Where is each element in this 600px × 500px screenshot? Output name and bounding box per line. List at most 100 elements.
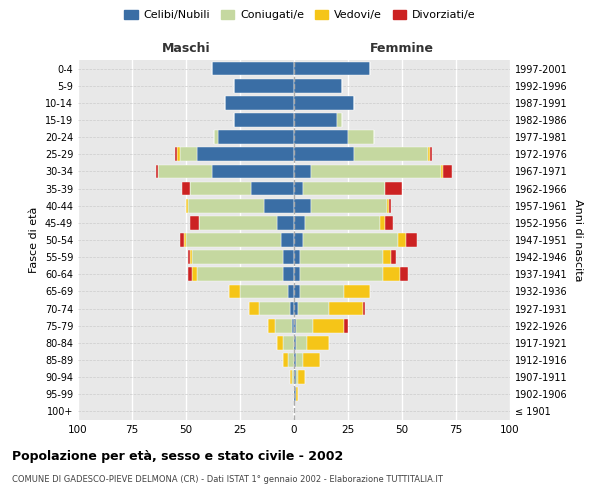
- Bar: [233, 79, 294, 92]
- Bar: [302, 233, 398, 247]
- Bar: [188, 199, 264, 212]
- Bar: [301, 250, 383, 264]
- Bar: [283, 353, 287, 367]
- Bar: [186, 233, 281, 247]
- Bar: [292, 319, 294, 332]
- Bar: [179, 148, 197, 161]
- Bar: [337, 113, 341, 127]
- Bar: [313, 319, 344, 332]
- Text: Maschi: Maschi: [161, 42, 211, 55]
- Bar: [292, 370, 294, 384]
- Bar: [156, 164, 158, 178]
- Bar: [158, 164, 212, 178]
- Bar: [259, 302, 290, 316]
- Bar: [197, 148, 294, 161]
- Bar: [287, 284, 294, 298]
- Bar: [329, 302, 363, 316]
- Bar: [193, 250, 283, 264]
- Bar: [225, 96, 294, 110]
- Y-axis label: Fasce di età: Fasce di età: [29, 207, 39, 273]
- Text: COMUNE DI GADESCO-PIEVE DELMONA (CR) - Dati ISTAT 1° gennaio 2002 - Elaborazione: COMUNE DI GADESCO-PIEVE DELMONA (CR) - D…: [12, 475, 443, 484]
- Bar: [298, 370, 305, 384]
- Bar: [283, 268, 294, 281]
- Bar: [430, 148, 432, 161]
- Bar: [294, 370, 296, 384]
- Bar: [387, 199, 389, 212]
- Bar: [294, 130, 348, 144]
- Bar: [233, 113, 294, 127]
- Bar: [294, 268, 301, 281]
- Bar: [277, 216, 294, 230]
- Bar: [190, 182, 251, 196]
- Bar: [443, 164, 452, 178]
- Bar: [268, 319, 275, 332]
- Bar: [385, 216, 394, 230]
- Bar: [277, 336, 283, 349]
- Bar: [294, 148, 355, 161]
- Bar: [294, 353, 296, 367]
- Bar: [391, 250, 395, 264]
- Bar: [212, 164, 294, 178]
- Bar: [296, 370, 298, 384]
- Legend: Celibi/Nubili, Coniugati/e, Vedovi/e, Divorziati/e: Celibi/Nubili, Coniugati/e, Vedovi/e, Di…: [120, 6, 480, 25]
- Bar: [294, 336, 296, 349]
- Bar: [344, 319, 348, 332]
- Bar: [389, 199, 391, 212]
- Bar: [175, 148, 178, 161]
- Bar: [184, 233, 186, 247]
- Bar: [199, 216, 277, 230]
- Bar: [344, 284, 370, 298]
- Bar: [188, 268, 193, 281]
- Bar: [428, 148, 430, 161]
- Bar: [301, 268, 383, 281]
- Bar: [178, 148, 179, 161]
- Bar: [296, 388, 298, 401]
- Bar: [307, 336, 329, 349]
- Bar: [188, 250, 190, 264]
- Bar: [398, 233, 406, 247]
- Bar: [294, 250, 301, 264]
- Bar: [294, 216, 305, 230]
- Bar: [441, 164, 443, 178]
- Bar: [294, 319, 296, 332]
- Bar: [294, 62, 370, 76]
- Text: Femmine: Femmine: [370, 42, 434, 55]
- Text: Popolazione per età, sesso e stato civile - 2002: Popolazione per età, sesso e stato civil…: [12, 450, 343, 463]
- Bar: [294, 302, 298, 316]
- Bar: [294, 182, 302, 196]
- Bar: [214, 130, 218, 144]
- Bar: [296, 353, 302, 367]
- Bar: [186, 199, 188, 212]
- Bar: [283, 250, 294, 264]
- Bar: [400, 268, 409, 281]
- Bar: [294, 284, 301, 298]
- Bar: [302, 353, 320, 367]
- Bar: [229, 284, 240, 298]
- Bar: [294, 79, 341, 92]
- Bar: [281, 233, 294, 247]
- Bar: [305, 216, 380, 230]
- Bar: [240, 284, 287, 298]
- Bar: [212, 62, 294, 76]
- Bar: [311, 164, 441, 178]
- Bar: [290, 302, 294, 316]
- Bar: [311, 199, 387, 212]
- Bar: [283, 336, 294, 349]
- Bar: [248, 302, 259, 316]
- Bar: [218, 130, 294, 144]
- Bar: [179, 233, 184, 247]
- Bar: [406, 233, 417, 247]
- Bar: [264, 199, 294, 212]
- Bar: [302, 182, 385, 196]
- Bar: [296, 319, 313, 332]
- Bar: [182, 182, 190, 196]
- Bar: [197, 268, 283, 281]
- Bar: [383, 250, 391, 264]
- Bar: [363, 302, 365, 316]
- Bar: [190, 216, 199, 230]
- Y-axis label: Anni di nascita: Anni di nascita: [573, 198, 583, 281]
- Bar: [294, 199, 311, 212]
- Bar: [348, 130, 374, 144]
- Bar: [383, 268, 400, 281]
- Bar: [190, 250, 193, 264]
